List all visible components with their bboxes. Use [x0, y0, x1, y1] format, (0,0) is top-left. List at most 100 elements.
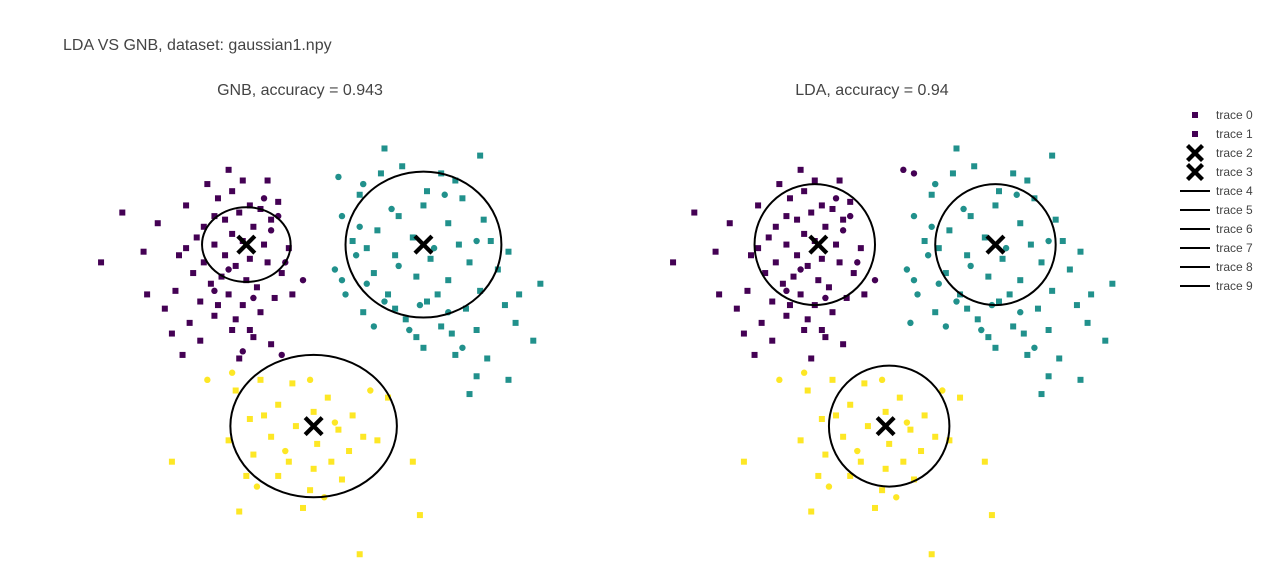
legend-item-7[interactable]: trace 7	[1180, 241, 1253, 255]
data-point-class1-predicted	[967, 262, 974, 270]
data-point-class2	[797, 437, 804, 444]
data-point-class2	[879, 487, 886, 494]
class-mean-x-marker	[985, 234, 1006, 255]
data-point-class1-predicted	[335, 173, 342, 181]
data-point-class2	[988, 512, 995, 519]
data-point-class1	[1084, 319, 1091, 326]
data-point-class1	[462, 305, 469, 312]
data-point-class2	[360, 433, 367, 440]
data-point-class1	[1020, 330, 1027, 337]
data-point-class0-predicted	[250, 294, 257, 302]
legend[interactable]: trace 0 trace 1 trace 2 trace 3 trace 4 trace…	[1180, 108, 1253, 293]
data-point-class0	[200, 223, 207, 230]
data-point-class1-predicted	[342, 291, 349, 298]
data-point-class0	[797, 291, 804, 298]
data-point-class0	[797, 166, 804, 173]
data-point-class0	[186, 319, 193, 326]
data-point-class0-predicted	[260, 195, 268, 202]
data-point-class0	[183, 245, 190, 252]
legend-item-4[interactable]: trace 4	[1180, 184, 1253, 198]
legend-item-8[interactable]: trace 8	[1180, 260, 1253, 274]
subplot-title-lda: LDA, accuracy = 0.94	[795, 82, 949, 99]
data-point-class0	[758, 319, 765, 326]
data-point-class0	[257, 309, 264, 316]
data-point-class0	[836, 259, 843, 266]
data-point-class1	[505, 248, 512, 255]
legend-square-marker	[1192, 112, 1198, 118]
data-point-class0	[239, 302, 246, 309]
data-point-class1	[1038, 391, 1045, 398]
data-point-class0	[748, 252, 754, 259]
data-point-class0	[716, 291, 723, 298]
data-point-class1-predicted	[914, 291, 921, 298]
data-point-class0	[207, 280, 214, 287]
data-point-class1	[946, 227, 953, 234]
data-point-class0	[801, 188, 808, 195]
data-point-class2	[861, 380, 868, 387]
data-point-class1	[413, 273, 420, 280]
data-point-class2-predicted	[253, 483, 261, 490]
data-point-class2	[818, 415, 825, 422]
data-point-class0	[783, 312, 790, 319]
legend-label: trace 7	[1216, 241, 1253, 255]
data-point-class0	[808, 209, 815, 216]
legend-item-2[interactable]: trace 2	[1186, 144, 1253, 162]
data-point-class1	[1052, 216, 1059, 223]
data-point-class1	[967, 213, 974, 220]
data-point-class0	[222, 216, 229, 223]
data-point-class1	[349, 238, 356, 245]
data-point-class0	[268, 341, 275, 348]
data-point-class1-predicted	[370, 323, 378, 330]
data-point-class0	[818, 255, 825, 262]
data-point-class0	[811, 177, 818, 184]
data-point-class2	[346, 448, 353, 455]
data-point-class1	[1017, 277, 1024, 284]
data-point-class1-predicted	[473, 237, 480, 245]
data-point-class1	[964, 252, 971, 259]
data-point-class2	[225, 437, 232, 444]
data-point-class1-predicted	[1045, 237, 1052, 245]
data-point-class1	[473, 373, 480, 380]
covariance-ellipse	[229, 353, 398, 499]
data-point-class0	[847, 198, 854, 205]
data-point-class1	[381, 145, 388, 152]
data-point-class1	[537, 280, 544, 287]
data-point-class0	[172, 287, 179, 294]
data-point-class0	[285, 245, 292, 252]
data-point-class2-predicted	[800, 369, 808, 376]
data-point-class1	[438, 323, 445, 330]
data-point-class0	[229, 188, 236, 195]
data-point-class0	[808, 355, 815, 362]
data-point-class1-predicted	[338, 212, 346, 220]
data-point-class0	[197, 298, 204, 305]
data-point-class0	[222, 252, 229, 259]
data-point-class0	[204, 181, 211, 188]
data-point-class1	[477, 152, 484, 159]
data-point-class1	[363, 245, 370, 252]
data-point-class2	[409, 458, 416, 465]
data-point-class0-predicted	[871, 276, 879, 284]
data-point-class1-predicted	[441, 191, 448, 198]
data-point-class0	[98, 259, 105, 266]
data-point-class2	[882, 465, 889, 472]
data-point-class1	[466, 391, 473, 398]
legend-item-1[interactable]: trace 1	[1192, 127, 1253, 141]
legend-item-6[interactable]: trace 6	[1180, 222, 1253, 236]
data-point-class1	[374, 227, 381, 234]
legend-item-5[interactable]: trace 5	[1180, 203, 1253, 217]
legend-item-3[interactable]: trace 3	[1186, 163, 1253, 181]
data-point-class0-predicted	[783, 287, 790, 295]
legend-item-0[interactable]: trace 0	[1192, 108, 1253, 122]
legend-label: trace 4	[1216, 184, 1253, 198]
data-point-class2	[356, 551, 363, 558]
data-point-class2-predicted	[204, 376, 211, 384]
data-point-class2	[808, 508, 815, 515]
data-point-class0	[829, 205, 836, 212]
data-point-class2	[338, 476, 345, 483]
data-point-class1	[370, 270, 377, 277]
data-point-class0	[840, 341, 847, 348]
data-point-class1	[445, 220, 452, 227]
data-point-class0	[833, 241, 840, 248]
legend-item-9[interactable]: trace 9	[1180, 279, 1253, 293]
